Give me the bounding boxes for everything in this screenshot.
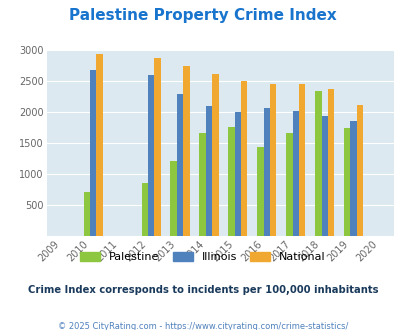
Bar: [292, 111, 298, 236]
Bar: [199, 133, 205, 236]
Bar: [298, 84, 305, 236]
Bar: [350, 121, 356, 236]
Bar: [356, 106, 362, 236]
Bar: [286, 133, 292, 236]
Bar: [96, 54, 102, 236]
Text: Crime Index corresponds to incidents per 100,000 inhabitants: Crime Index corresponds to incidents per…: [28, 285, 377, 295]
Bar: [147, 75, 154, 236]
Bar: [177, 94, 183, 236]
Bar: [269, 84, 276, 236]
Bar: [228, 127, 234, 236]
Bar: [343, 128, 350, 236]
Bar: [212, 74, 218, 236]
Bar: [263, 108, 269, 236]
Bar: [154, 58, 160, 236]
Text: Palestine Property Crime Index: Palestine Property Crime Index: [69, 8, 336, 23]
Text: © 2025 CityRating.com - https://www.cityrating.com/crime-statistics/: © 2025 CityRating.com - https://www.city…: [58, 322, 347, 330]
Legend: Palestine, Illinois, National: Palestine, Illinois, National: [75, 248, 330, 267]
Bar: [314, 90, 321, 236]
Bar: [170, 161, 177, 236]
Bar: [321, 116, 327, 236]
Bar: [327, 89, 333, 236]
Bar: [83, 192, 90, 236]
Bar: [241, 81, 247, 236]
Bar: [90, 70, 96, 236]
Bar: [234, 112, 241, 236]
Bar: [205, 106, 212, 236]
Bar: [257, 147, 263, 236]
Bar: [183, 66, 189, 236]
Bar: [141, 182, 147, 236]
